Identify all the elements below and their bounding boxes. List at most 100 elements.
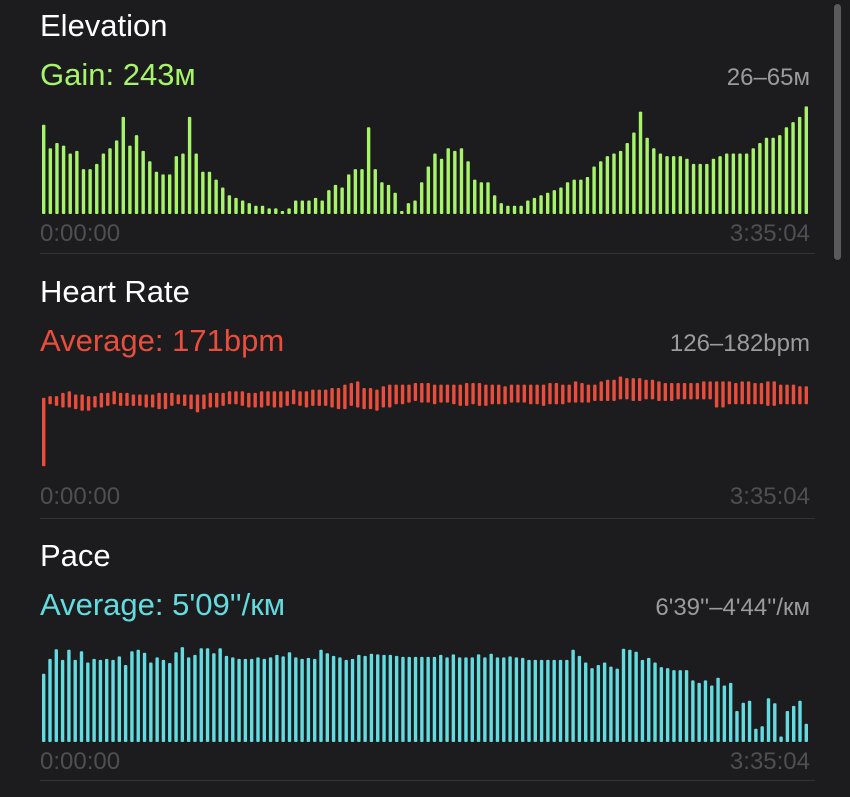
heart-rate-bar (509, 384, 514, 403)
heart-rate-bar (118, 392, 123, 406)
elevation-bar (386, 184, 391, 214)
pace-bar (111, 659, 115, 742)
pace-bar (357, 654, 361, 742)
elevation-bar (433, 153, 437, 214)
elevation-bar (605, 156, 610, 214)
heart-rate-bar (625, 378, 629, 400)
pace-bars (42, 647, 808, 742)
elevation-bars (42, 106, 808, 214)
heart-rate-bar (778, 384, 783, 405)
heart-rate-bar (298, 391, 302, 406)
heart-rate-bar (176, 394, 180, 405)
elevation-bar (214, 179, 218, 214)
heart-rate-time-start: 0:00:00 (40, 483, 121, 510)
heart-rate-average: Average: 171bpm (40, 323, 285, 358)
heart-rate-bar (612, 379, 616, 401)
heart-rate-bar (689, 383, 693, 400)
heart-rate-bar (253, 392, 257, 408)
pace-bar (262, 658, 266, 742)
pace-bar (193, 654, 197, 742)
heart-rate-bar (80, 394, 84, 411)
pace-bar (508, 656, 512, 742)
pace-bar (489, 653, 493, 742)
elevation-bar (61, 145, 66, 214)
heart-rate-bar (637, 378, 642, 401)
pace-bar (584, 662, 588, 742)
heart-rate-bar (285, 391, 289, 406)
elevation-bar (42, 124, 46, 214)
heart-rate-bar (279, 391, 283, 408)
elevation-bar (81, 169, 86, 214)
elevation-bar (665, 156, 669, 214)
pace-bar (60, 659, 65, 742)
pace-section[interactable]: Pace Average: 5'09''/км 6'39''–4'44''/км… (40, 519, 815, 789)
pace-bar (54, 649, 58, 742)
pace-bar (533, 659, 537, 742)
elevation-bar (804, 106, 808, 214)
pace-bar (665, 668, 670, 742)
heart-rate-bar (388, 384, 392, 408)
pace-bar (401, 656, 405, 742)
heart-rate-bar (67, 391, 72, 408)
elevation-bar (267, 208, 271, 214)
elevation-bar (366, 127, 371, 214)
heart-rate-bar (208, 392, 213, 408)
heart-rate-bar (240, 391, 245, 406)
pace-bar (344, 659, 348, 742)
elevation-bar (419, 182, 424, 214)
pace-bar (161, 659, 166, 742)
heart-rate-bar (291, 389, 296, 405)
pace-bar (130, 651, 134, 742)
elevation-bar (274, 208, 278, 214)
heart-rate-bar (657, 381, 661, 401)
pace-bar (590, 668, 594, 742)
heart-rate-bar (727, 381, 732, 405)
pace-bar (546, 659, 550, 742)
heart-rate-bar (394, 384, 398, 405)
heart-rate-bar (42, 397, 46, 467)
pace-bar (552, 659, 556, 742)
heart-rate-bar (343, 384, 347, 410)
pace-bar (659, 667, 664, 742)
elevation-bar (446, 148, 450, 214)
pace-bar (48, 658, 52, 742)
pace-bar (388, 654, 393, 742)
elevation-bar (400, 211, 404, 214)
scrollbar[interactable] (834, 4, 842, 260)
heart-rate-bar (247, 392, 251, 408)
elevation-bar (128, 145, 132, 214)
pace-bar (382, 654, 386, 742)
pace-bar (432, 656, 437, 742)
pace-bar (319, 649, 323, 742)
elevation-section[interactable]: Elevation Gain: 243м 26–65м 0:00:00 3:35… (40, 0, 815, 254)
pace-bar (672, 670, 676, 742)
heart-rate-bar (650, 379, 655, 400)
elevation-bar (95, 163, 99, 214)
heart-rate-bar (439, 384, 443, 403)
heart-rate-bar (106, 392, 110, 406)
pace-bar (287, 652, 292, 742)
heart-rate-bar (189, 394, 193, 410)
elevation-bar (532, 197, 537, 214)
heart-rate-bar (605, 379, 610, 401)
elevation-bar (486, 182, 490, 214)
heart-rate-bar (766, 381, 770, 406)
heart-rate-bar (529, 384, 533, 405)
elevation-range: 26–65м (726, 64, 810, 91)
elevation-bar (466, 161, 470, 214)
elevation-bar (711, 158, 716, 214)
scrollbar-thumb[interactable] (834, 4, 841, 260)
pace-bar (294, 657, 298, 742)
pace-bar (476, 654, 481, 742)
pace-bar (703, 680, 708, 742)
elevation-bar (174, 156, 179, 214)
heart-rate-section[interactable]: Heart Rate Average: 171bpm 126–182bpm 0:… (40, 254, 815, 519)
elevation-bar (592, 166, 596, 214)
heart-rate-bar (573, 381, 578, 403)
pace-bar (123, 665, 128, 742)
elevation-bar (784, 127, 789, 214)
heart-rate-bar (663, 383, 668, 401)
elevation-bar (320, 200, 324, 214)
heart-rate-bar (708, 381, 712, 400)
heart-rate-bar (535, 384, 539, 405)
